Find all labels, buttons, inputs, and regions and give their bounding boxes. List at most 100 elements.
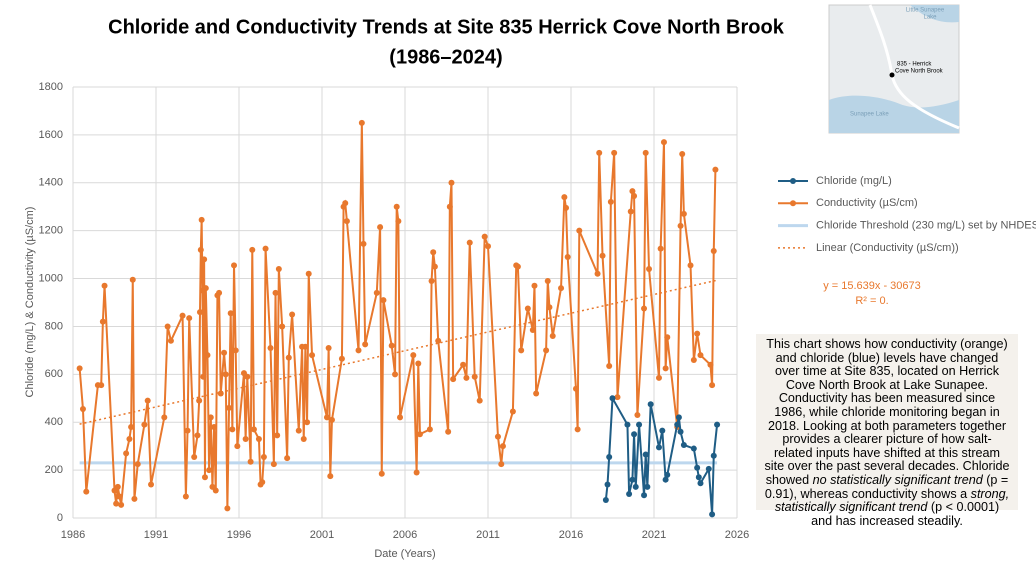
data-point: [197, 246, 204, 253]
data-point: [262, 245, 269, 252]
data-point: [126, 435, 133, 442]
data-point: [232, 347, 239, 354]
data-point: [249, 246, 256, 253]
data-point: [604, 481, 611, 488]
data-point: [305, 270, 312, 277]
data-point: [627, 208, 634, 215]
legend-label: Conductivity (µS/cm): [816, 197, 918, 209]
data-point: [674, 421, 681, 428]
data-point: [709, 511, 716, 518]
data-point: [300, 435, 307, 442]
data-point: [355, 347, 362, 354]
data-point: [694, 464, 701, 471]
data-point: [304, 419, 311, 426]
x-tick-label: 1996: [227, 529, 251, 541]
data-point: [471, 373, 478, 380]
y-tick-label: 400: [45, 416, 63, 428]
description-box: This chart shows how conductivity (orang…: [756, 334, 1018, 527]
data-point: [362, 341, 369, 348]
data-point: [202, 285, 209, 292]
map-water: [829, 95, 959, 133]
map-site: [889, 72, 895, 78]
data-point: [201, 474, 208, 481]
x-tick-label: 2006: [393, 529, 417, 541]
map-label: Sunapee Lake: [850, 112, 889, 118]
data-point: [270, 461, 277, 468]
data-point: [222, 371, 229, 378]
data-point: [450, 376, 457, 383]
data-point: [204, 352, 211, 359]
data-point: [558, 285, 565, 292]
data-point: [413, 469, 420, 476]
data-point: [392, 371, 399, 378]
data-point: [397, 414, 404, 421]
data-point: [428, 277, 435, 284]
y-tick-label: 800: [45, 320, 63, 332]
data-point: [272, 289, 279, 296]
data-point: [295, 427, 302, 434]
data-point: [212, 487, 219, 494]
data-point: [543, 347, 550, 354]
data-point: [186, 315, 193, 322]
data-point: [167, 337, 174, 344]
chart-title: Chloride and Conductivity Trends at Site…: [108, 16, 785, 38]
data-point: [659, 427, 666, 434]
data-point: [259, 479, 266, 486]
data-point: [200, 373, 207, 380]
data-point: [634, 412, 641, 419]
data-point: [563, 204, 570, 211]
data-point: [289, 311, 296, 318]
data-point: [533, 390, 540, 397]
y-axis-label: Chloride (mg/L) & Conductivity (µS/cm): [24, 207, 36, 398]
data-point: [606, 362, 613, 369]
data-point: [179, 312, 186, 319]
data-point: [161, 414, 168, 421]
x-tick-label: 2001: [310, 529, 334, 541]
trend-r2: R² = 0.: [855, 295, 888, 307]
data-point: [707, 361, 714, 368]
data-point: [207, 414, 214, 421]
data-point: [677, 222, 684, 229]
map-water: [910, 5, 959, 23]
data-point: [435, 337, 442, 344]
data-point: [680, 210, 687, 217]
data-point: [123, 450, 130, 457]
x-tick-label: 2021: [642, 529, 666, 541]
data-point: [430, 249, 437, 256]
data-point: [323, 414, 330, 421]
data-point: [647, 401, 654, 408]
data-point: [576, 227, 583, 234]
data-point: [514, 263, 521, 270]
y-tick-label: 1800: [39, 81, 63, 93]
data-point: [242, 435, 249, 442]
data-point: [342, 200, 349, 207]
data-point: [76, 365, 83, 372]
data-point: [358, 119, 365, 126]
data-point: [201, 256, 208, 263]
data-point: [498, 461, 505, 468]
data-point: [531, 282, 538, 289]
data-point: [196, 397, 203, 404]
data-point: [118, 501, 125, 508]
data-point: [599, 252, 606, 259]
y-tick-label: 1000: [39, 272, 63, 284]
data-point: [655, 374, 662, 381]
y-tick-label: 200: [45, 464, 63, 476]
x-tick-label: 2016: [559, 529, 583, 541]
data-point: [255, 435, 262, 442]
data-point: [476, 397, 483, 404]
data-point: [485, 243, 491, 250]
data-point: [244, 373, 251, 380]
data-point: [101, 282, 108, 289]
data-point: [79, 406, 86, 413]
data-point: [426, 426, 433, 433]
data-point: [373, 289, 380, 296]
data-point: [712, 166, 719, 173]
data-point: [141, 421, 148, 428]
data-point: [695, 474, 702, 481]
data-point: [529, 327, 536, 334]
data-point: [224, 505, 231, 512]
data-point: [626, 491, 633, 498]
data-point: [431, 263, 438, 270]
data-point: [226, 404, 233, 411]
